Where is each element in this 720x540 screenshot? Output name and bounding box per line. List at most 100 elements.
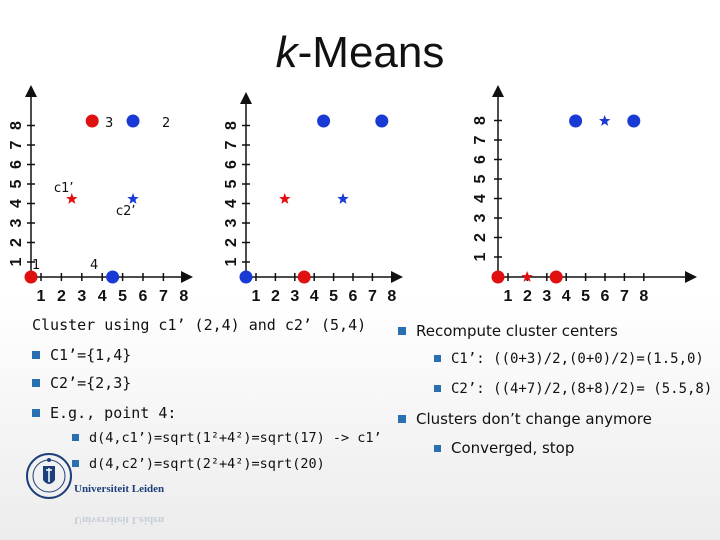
- right-sub-item-3: Converged, stop: [434, 439, 574, 457]
- x-tick-label: 1: [504, 288, 513, 305]
- data-point: [549, 270, 563, 284]
- data-point: [24, 270, 38, 284]
- y-tick-label: 7: [223, 140, 240, 149]
- left-item-2: C2’={2,3}: [32, 374, 131, 392]
- y-tick-label: 1: [223, 257, 240, 266]
- x-tick-label: 7: [620, 288, 629, 305]
- y-tick-label: 2: [223, 238, 240, 247]
- university-name-reflection: Universiteit Leiden: [74, 514, 165, 526]
- data-point: [375, 114, 389, 128]
- y-tick-label: 5: [8, 179, 25, 188]
- x-tick-label: 5: [118, 288, 127, 305]
- y-tick-label: 6: [472, 155, 489, 164]
- x-tick-label: 8: [639, 288, 648, 305]
- data-point: [85, 114, 99, 128]
- university-name: Universiteit Leiden: [74, 483, 165, 495]
- point-label: c1’: [54, 181, 74, 196]
- x-tick-label: 3: [290, 288, 299, 305]
- data-point: [491, 270, 505, 284]
- right-item-1: Recompute cluster centers: [398, 322, 618, 340]
- slide-title: k-Means: [0, 28, 720, 78]
- y-tick-label: 1: [472, 252, 489, 261]
- y-tick-label: 8: [223, 121, 240, 130]
- data-point: [627, 114, 641, 128]
- bullet-square-icon: [434, 355, 441, 362]
- cluster-center-star: [599, 115, 611, 126]
- right-sub-item-1: C1’: ((0+3)/2,(0+0)/2)=(1.5,0): [434, 351, 704, 367]
- x-tick-label: 8: [387, 288, 396, 305]
- data-point: [317, 114, 331, 128]
- x-tick-label: 2: [271, 288, 280, 305]
- data-point: [106, 270, 120, 284]
- x-tick-label: 7: [159, 288, 168, 305]
- left-sub-item-2: d(4,c2’)=sqrt(2²+4²)=sqrt(20): [72, 456, 325, 472]
- left-item-3: E.g., point 4:: [32, 404, 176, 422]
- bullet-square-icon: [398, 327, 406, 335]
- x-tick-label: 6: [601, 288, 610, 305]
- y-tick-label: 3: [8, 218, 25, 227]
- y-tick-label: 5: [223, 179, 240, 188]
- x-tick-label: 4: [98, 288, 107, 305]
- right-item-2: Clusters don’t change anymore: [398, 410, 652, 428]
- cluster-center-star: [337, 193, 349, 204]
- data-point: [569, 114, 583, 128]
- y-tick-label: 7: [8, 140, 25, 149]
- x-tick-label: 1: [252, 288, 261, 305]
- bullet-square-icon: [434, 445, 441, 452]
- cluster-center-star: [279, 193, 291, 204]
- x-tick-label: 2: [57, 288, 66, 305]
- bullet-square-icon: [398, 415, 406, 423]
- point-label: 3: [105, 116, 113, 131]
- x-tick-label: 4: [310, 288, 319, 305]
- x-tick-label: 6: [349, 288, 358, 305]
- y-tick-label: 5: [472, 174, 489, 183]
- x-tick-label: 7: [368, 288, 377, 305]
- x-tick-label: 4: [562, 288, 571, 305]
- x-tick-label: 8: [179, 288, 188, 305]
- data-point: [297, 270, 311, 284]
- data-point: [126, 114, 140, 128]
- y-tick-label: 3: [472, 213, 489, 222]
- bullet-square-icon: [72, 434, 79, 441]
- left-heading: Cluster using c1’ (2,4) and c2’ (5,4): [32, 316, 367, 334]
- bullet-square-icon: [32, 351, 40, 359]
- x-tick-label: 5: [581, 288, 590, 305]
- cluster-center-star: [521, 271, 533, 282]
- point-label: 1: [32, 258, 40, 273]
- point-label: 4: [90, 258, 98, 273]
- y-tick-label: 4: [472, 194, 489, 203]
- bullet-square-icon: [32, 379, 40, 387]
- y-tick-label: 1: [8, 257, 25, 266]
- x-tick-label: 3: [77, 288, 86, 305]
- x-tick-label: 6: [139, 288, 148, 305]
- y-tick-label: 2: [8, 238, 25, 247]
- right-sub-item-2: C2’: ((4+7)/2,(8+8)/2)= (5.5,8): [434, 381, 712, 397]
- university-seal-icon: [26, 453, 72, 499]
- x-tick-label: 3: [542, 288, 551, 305]
- x-tick-label: 1: [37, 288, 46, 305]
- left-item-1: C1’={1,4}: [32, 346, 131, 364]
- cluster-center-star: [66, 193, 78, 204]
- y-tick-label: 6: [8, 160, 25, 169]
- y-tick-label: 4: [8, 199, 25, 208]
- y-tick-label: 8: [472, 116, 489, 125]
- y-tick-label: 3: [223, 218, 240, 227]
- point-label: c2’: [116, 204, 136, 219]
- y-tick-label: 2: [472, 233, 489, 242]
- cluster-center-star: [127, 193, 139, 204]
- x-tick-label: 2: [523, 288, 532, 305]
- data-point: [239, 270, 253, 284]
- bullet-square-icon: [72, 460, 79, 467]
- bullet-square-icon: [434, 385, 441, 392]
- x-tick-label: 5: [329, 288, 338, 305]
- point-label: 2: [162, 116, 170, 131]
- left-sub-item-1: d(4,c1’)=sqrt(1²+4²)=sqrt(17) -> c1’: [72, 430, 382, 446]
- bullet-square-icon: [32, 409, 40, 417]
- title-italic: k: [275, 28, 298, 77]
- y-tick-label: 8: [8, 121, 25, 130]
- title-rest: -Means: [297, 28, 445, 77]
